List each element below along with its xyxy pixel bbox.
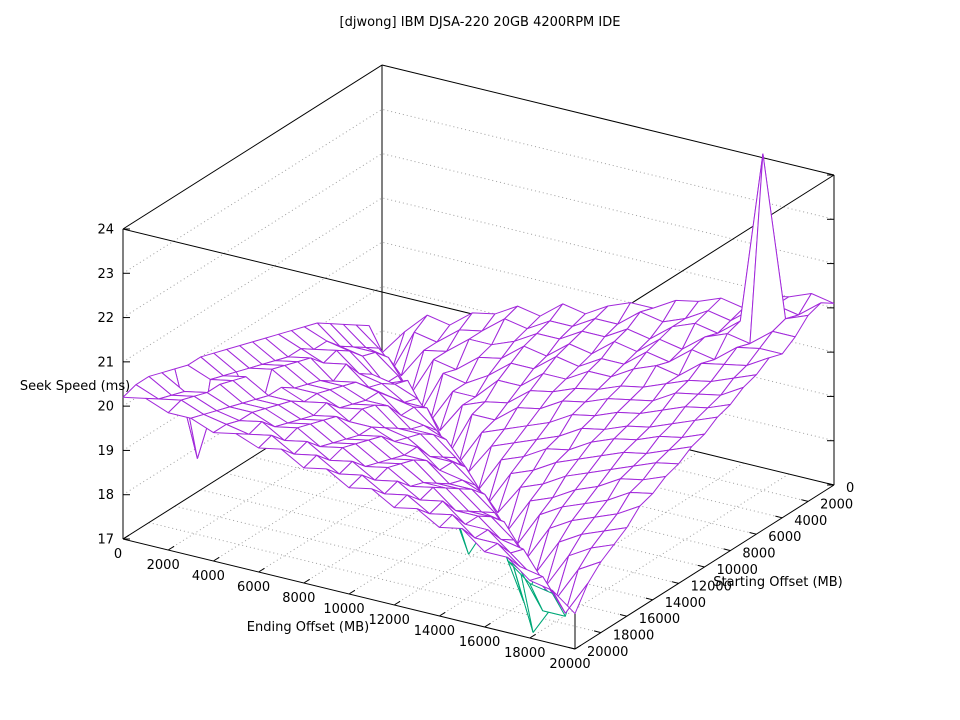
z-tick-label: 18: [97, 488, 114, 503]
x-tick-label: 12000: [369, 613, 410, 628]
x-tick-label: 6000: [237, 580, 270, 595]
z-tick-label: 19: [97, 444, 114, 459]
y-tick-label: 16000: [639, 612, 680, 627]
x-tick-label: 8000: [282, 591, 315, 606]
x-tick-label: 0: [114, 547, 122, 562]
surface-mesh: [122, 153, 835, 633]
y-tick-label: 14000: [665, 596, 706, 611]
z-tick-label: 22: [97, 311, 114, 326]
y-axis-label: Starting Offset (MB): [713, 575, 842, 590]
axis-ticks-and-labels: 0200040006000800010000120001400016000180…: [97, 174, 854, 672]
z-tick-label: 20: [97, 400, 114, 415]
y-tick-label: 2000: [820, 497, 853, 512]
z-tick-label: 24: [97, 223, 114, 238]
y-tick-label: 18000: [613, 629, 654, 644]
x-tick-label: 4000: [192, 569, 225, 584]
x-axis-label: Ending Offset (MB): [247, 620, 369, 635]
z-tick-label: 17: [97, 533, 114, 548]
z-axis-label: Seek Speed (ms): [20, 379, 130, 394]
y-tick-label: 4000: [794, 514, 827, 529]
x-tick-label: 18000: [504, 646, 545, 661]
x-tick-label: 20000: [549, 657, 590, 672]
y-tick-label: 20000: [587, 645, 628, 660]
z-tick-label: 21: [97, 355, 114, 370]
z-tick-label: 23: [97, 267, 114, 282]
y-tick-label: 0: [846, 481, 854, 496]
y-tick-label: 8000: [742, 547, 775, 562]
x-tick-label: 14000: [414, 624, 455, 639]
y-tick-label: 6000: [768, 530, 801, 545]
y-tick-label: 12000: [691, 579, 732, 594]
x-tick-label: 16000: [459, 635, 500, 650]
chart-title: [djwong] IBM DJSA-220 20GB 4200RPM IDE: [340, 15, 621, 30]
x-tick-label: 10000: [323, 602, 364, 617]
y-tick-label: 10000: [717, 563, 758, 578]
x-tick-label: 2000: [147, 558, 180, 573]
